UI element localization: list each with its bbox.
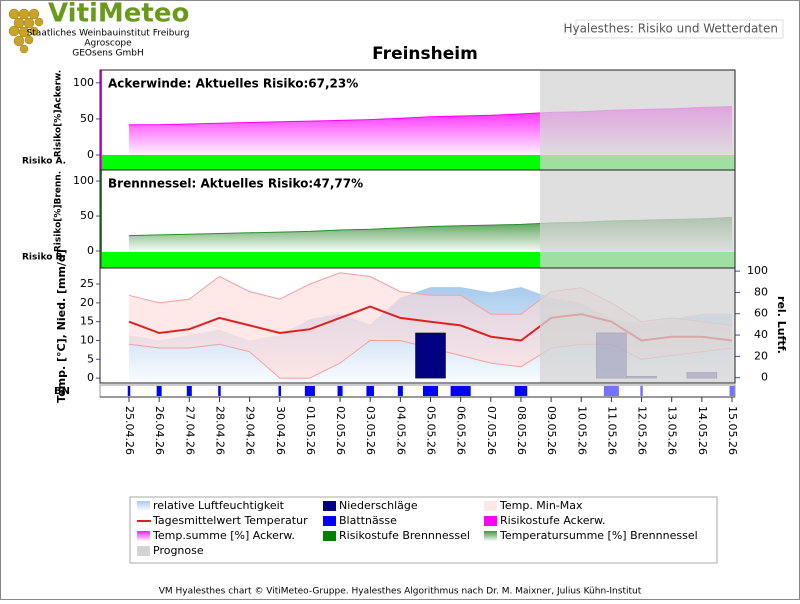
- leaf-wetness: [603, 386, 619, 396]
- legend-icon: [137, 546, 150, 556]
- leaf-wetness: [422, 386, 439, 396]
- x-tick-label: 13.05.26: [666, 406, 679, 455]
- legend-icon: [137, 501, 150, 511]
- x-tick-label: 30.04.26: [274, 406, 287, 455]
- x-tick-label: 28.04.26: [213, 406, 226, 455]
- logo-grapes: [8, 8, 44, 54]
- precip-bar: [415, 332, 446, 379]
- annotation: Ackerwinde: Aktuelles Risiko:67,23%: [108, 77, 358, 91]
- leaf-wetness: [450, 386, 471, 396]
- annotation: Brennnessel: Aktuelles Risiko:47,77%: [108, 177, 363, 191]
- x-tick-label: 26.04.26: [153, 406, 166, 455]
- leaf-wetness: [640, 386, 643, 396]
- legend-label: Blattnässe: [339, 514, 397, 527]
- x-tick-label: 08.05.26: [515, 406, 528, 455]
- y2-tick-label: 20: [754, 349, 768, 362]
- legend-icon: [137, 531, 150, 541]
- x-tick-label: 01.05.26: [304, 406, 317, 455]
- x-tick-label: 12.05.26: [636, 406, 649, 455]
- x-tick-label: 27.04.26: [183, 406, 196, 455]
- legend-label: Niederschläge: [339, 499, 418, 512]
- y-tick-label: 100: [73, 76, 94, 89]
- x-tick-label: 07.05.26: [485, 406, 498, 455]
- institution: Agroscope: [84, 39, 132, 49]
- legend-icon: [484, 501, 497, 511]
- x-tick-label: 25.04.26: [123, 406, 136, 455]
- institution: GEOsens GmbH: [72, 49, 143, 59]
- y-tick-label: 25: [80, 277, 94, 290]
- legend-icon: [323, 501, 336, 511]
- legend-icon: [484, 531, 497, 541]
- legend-label: Risikostufe Brennnessel: [339, 529, 470, 542]
- footer: VM Hyalesthes chart © VitiMeteo-Gruppe. …: [159, 587, 642, 597]
- link[interactable]: Hyalesthes: Risiko und Wetterdaten: [563, 22, 778, 36]
- x-tick-label: 04.05.26: [394, 406, 407, 455]
- x-tick-label: 10.05.26: [575, 406, 588, 455]
- x-tick-label: 05.05.26: [425, 406, 438, 455]
- y-tick-label: 5: [87, 352, 94, 365]
- logo: VitiMeteo: [48, 0, 189, 29]
- x-tick-label: 11.05.26: [605, 406, 618, 455]
- y-tick-label: 10: [80, 333, 94, 346]
- leaf-wetness: [127, 386, 131, 396]
- x-tick-label: 06.05.26: [455, 406, 468, 455]
- leaf-wetness: [304, 386, 315, 396]
- leaf-wetness: [337, 386, 343, 396]
- y-tick-label: 20: [80, 296, 94, 309]
- legend-label: Risikostufe Ackerw.: [500, 514, 605, 527]
- leaf-wetness: [366, 386, 374, 396]
- x-tick-label: 14.05.26: [696, 406, 709, 455]
- plot-frame: [99, 69, 736, 384]
- leaf-wetness: [156, 386, 162, 396]
- legend-icon: [323, 531, 336, 541]
- legend-box: [129, 496, 718, 564]
- link-box[interactable]: [575, 19, 784, 39]
- y-tick-label: 0: [87, 371, 94, 384]
- legend-label: Tagesmittelwert Temperatur: [152, 514, 308, 527]
- y2-tick-label: 60: [754, 307, 768, 320]
- x-tick-label: 02.05.26: [334, 406, 347, 455]
- y-tick-label: 0: [87, 148, 94, 161]
- legend-label: Prognose: [153, 544, 204, 557]
- y-axis-label: Temp. [°C], Nied. [mm/d]: [55, 249, 68, 403]
- x-tick-label: 15.05.26: [726, 406, 739, 455]
- leaf-wetness: [397, 386, 403, 396]
- legend-icon: [323, 516, 336, 526]
- y-tick-label: 15: [80, 315, 94, 328]
- y2-axis-label: rel. Luftf.: [775, 296, 788, 354]
- y2-tick-label: 80: [754, 285, 768, 298]
- y-tick-label: 0: [87, 244, 94, 257]
- strip-bg: [99, 384, 736, 398]
- institution: Staatliches Weinbauinstitut Freiburg: [27, 29, 190, 39]
- strip-label: BN: [54, 386, 70, 397]
- legend-label: relative Luftfeuchtigkeit: [153, 499, 285, 512]
- legend-label: Temperatursumme [%] Brennnessel: [499, 529, 698, 542]
- leaf-wetness: [514, 386, 528, 396]
- x-tick-label: 09.05.26: [545, 406, 558, 455]
- y-axis-label: Risiko[%]Ackerw.: [54, 70, 64, 157]
- y-tick-label: 50: [80, 209, 94, 222]
- side-label: Risiko A.: [22, 157, 66, 167]
- y2-tick-label: 100: [747, 264, 768, 277]
- leaf-wetness: [729, 386, 735, 396]
- leaf-wetness: [218, 386, 221, 396]
- legend-label: Temp.summe [%] Ackerw.: [152, 529, 295, 542]
- side-label: Risiko B.: [22, 253, 66, 263]
- leaf-wetness: [186, 386, 192, 396]
- chart-title: Freinsheim: [372, 44, 478, 64]
- legend-label: Temp. Min-Max: [499, 499, 583, 512]
- y-tick-label: 100: [73, 174, 94, 187]
- y2-tick-label: 0: [761, 371, 768, 384]
- leaf-wetness: [278, 386, 282, 396]
- y-tick-label: 50: [80, 112, 94, 125]
- y2-tick-label: 40: [754, 328, 768, 341]
- prognose-area: [539, 70, 735, 383]
- legend-icon: [484, 516, 497, 526]
- y-axis-label: Risiko[%]Brenn.: [54, 171, 64, 252]
- x-tick-label: 29.04.26: [244, 406, 257, 455]
- x-tick-label: 03.05.26: [364, 406, 377, 455]
